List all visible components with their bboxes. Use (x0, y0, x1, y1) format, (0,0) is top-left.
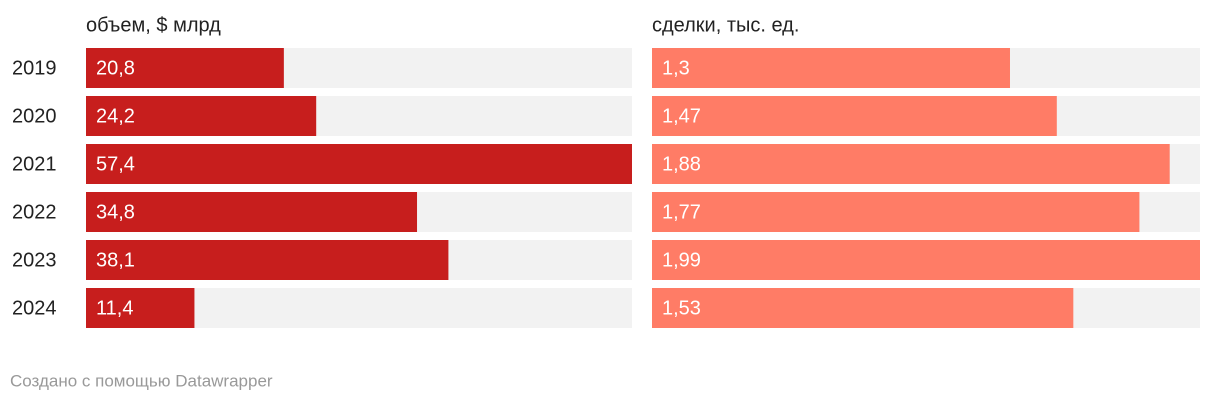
bar (86, 144, 632, 184)
value-label: 20,8 (96, 57, 135, 79)
bar (86, 288, 195, 328)
value-label: 1,77 (662, 201, 701, 223)
value-label: 24,2 (96, 105, 135, 127)
value-label: 11,4 (96, 297, 133, 319)
panel-title: объем, $ млрд (86, 14, 221, 36)
bar (86, 240, 449, 280)
bar (86, 96, 317, 136)
value-label: 1,3 (662, 57, 690, 79)
y-category-label: 2023 (12, 249, 57, 271)
y-category-label: 2019 (12, 57, 57, 79)
footer: Создано с помощью Datawrapper (10, 371, 273, 390)
bar (652, 288, 1074, 328)
y-category-label: 2024 (12, 297, 57, 319)
value-label: 34,8 (96, 201, 135, 223)
value-label: 38,1 (96, 249, 135, 271)
bar (652, 144, 1170, 184)
bar (652, 240, 1200, 280)
value-label: 1,88 (662, 153, 701, 175)
y-category-label: 2022 (12, 201, 57, 223)
panel-title: сделки, тыс. ед. (652, 14, 799, 36)
value-label: 1,53 (662, 297, 701, 319)
bar (652, 96, 1057, 136)
value-label: 1,99 (662, 249, 701, 271)
bar (652, 48, 1010, 88)
bar (652, 192, 1140, 232)
bar (86, 192, 418, 232)
y-category-label: 2020 (12, 105, 57, 127)
bar (86, 48, 284, 88)
value-label: 57,4 (96, 153, 135, 175)
y-category-label: 2021 (12, 153, 57, 175)
value-label: 1,47 (662, 105, 701, 127)
